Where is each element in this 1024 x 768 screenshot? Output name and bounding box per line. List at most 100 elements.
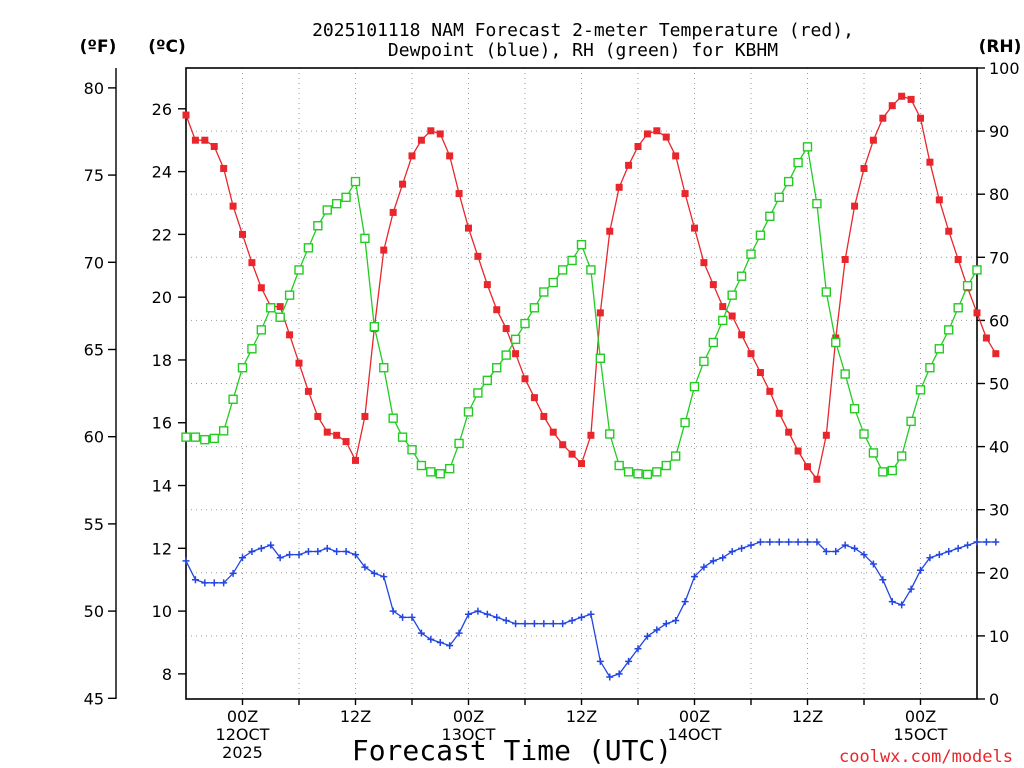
rh-point [652, 467, 662, 477]
x-tick-label: 00Z [679, 707, 710, 726]
rh-point [661, 460, 671, 471]
temperature-point [474, 252, 482, 260]
dewpoint-point [182, 557, 190, 565]
temperature-point [728, 312, 736, 320]
dewpoint-point [766, 538, 774, 546]
rh-point [303, 243, 314, 253]
temperature-point [417, 136, 425, 144]
rh-point [972, 265, 982, 275]
dewpoint-point [625, 657, 633, 665]
fahrenheit-tick-label: 65 [84, 340, 104, 359]
rh-point [793, 157, 803, 168]
dewpoint-point [804, 538, 811, 546]
rh-point [444, 463, 455, 474]
dewpoint-point [267, 541, 275, 549]
fahrenheit-tick-label: 60 [84, 428, 104, 447]
rh-point [228, 394, 238, 404]
dewpoint-point [832, 547, 840, 555]
temperature-point [898, 92, 906, 100]
rh-point [181, 432, 191, 442]
dewpoint-point [596, 657, 604, 665]
temperature-point [304, 387, 312, 395]
temperature-point [653, 127, 661, 135]
temperature-point [794, 447, 802, 455]
grid-lines [186, 68, 977, 699]
rh-point [520, 318, 530, 329]
fahrenheit-tick-label: 70 [84, 253, 104, 272]
dewpoint-point [662, 620, 670, 628]
series-rh [181, 142, 982, 480]
temperature-point [210, 142, 218, 150]
temperature-point [568, 450, 576, 458]
temperature-point [860, 164, 868, 172]
rh-tick-label: 90 [989, 122, 1009, 141]
rh-point [821, 287, 832, 297]
temperature-point [578, 460, 585, 468]
rh-point [736, 271, 747, 281]
dewpoint-point [474, 607, 482, 615]
dewpoint-point [493, 613, 501, 621]
temperature-point [493, 306, 501, 314]
dewpoint-point [615, 670, 623, 678]
temperature-point [436, 130, 444, 138]
temperature-point [662, 133, 670, 141]
x-tick-label: 12Z [340, 707, 371, 726]
temperature-point [709, 281, 717, 289]
temperature-point [596, 309, 604, 317]
rh-point [360, 233, 370, 244]
chart-title-line1: 2025101118 NAM Forecast 2-meter Temperat… [312, 20, 854, 41]
rh-point [218, 426, 229, 436]
dewpoint-point [323, 544, 331, 552]
dewpoint-point [483, 610, 491, 618]
temperature-point [954, 255, 962, 263]
dewpoint-point [578, 613, 585, 621]
dewpoint-point [568, 617, 576, 625]
temperature-point [719, 303, 727, 311]
rh-point [953, 303, 963, 313]
celsius-tick-label: 20 [152, 288, 172, 307]
dewpoint-point [465, 610, 472, 618]
celsius-tick-label: 18 [152, 351, 172, 370]
dewpoint-point [512, 620, 520, 628]
rh-point [783, 176, 794, 187]
dewpoint-point [738, 544, 746, 552]
temperature-point [483, 281, 491, 289]
temperature-point [615, 183, 623, 191]
temperature-point [672, 152, 680, 160]
x-tick-label: 00Z [453, 707, 484, 726]
temperature-point [286, 331, 294, 339]
rh-point [718, 315, 728, 326]
rh-point [595, 353, 606, 363]
x-tick-label: 12Z [566, 707, 597, 726]
temperature-point [606, 227, 614, 235]
celsius-tick-label: 14 [152, 477, 172, 496]
dewpoint-point [907, 585, 915, 593]
temperature-point [540, 412, 548, 420]
rh-point [313, 221, 323, 231]
rh-point [209, 433, 219, 444]
rh-tick-label: 50 [989, 375, 1009, 394]
dewpoint-point [945, 547, 953, 555]
rh-point [586, 265, 596, 275]
rh-point [670, 451, 681, 461]
temperature-point [502, 325, 510, 333]
rh-point [200, 434, 210, 445]
fahrenheit-tick-label: 45 [84, 689, 104, 708]
x-tick-label: 12Z [792, 707, 823, 726]
dewpoint-point [719, 554, 727, 562]
dewpoint-point [427, 635, 435, 643]
rh-point [689, 381, 700, 392]
temperature-point [785, 428, 793, 436]
rh-point [567, 255, 577, 266]
dewpoint-point [286, 551, 294, 559]
rh-point [341, 192, 351, 203]
x-tick-label: 00Z [227, 707, 258, 726]
temperature-point [625, 161, 633, 169]
rh-point [284, 290, 295, 300]
rh-point [190, 432, 201, 442]
dewpoint-point [239, 554, 246, 562]
rh-point [623, 467, 634, 477]
dewpoint-point [785, 538, 793, 546]
x-axis-title: Forecast Time (UTC) [352, 734, 672, 767]
